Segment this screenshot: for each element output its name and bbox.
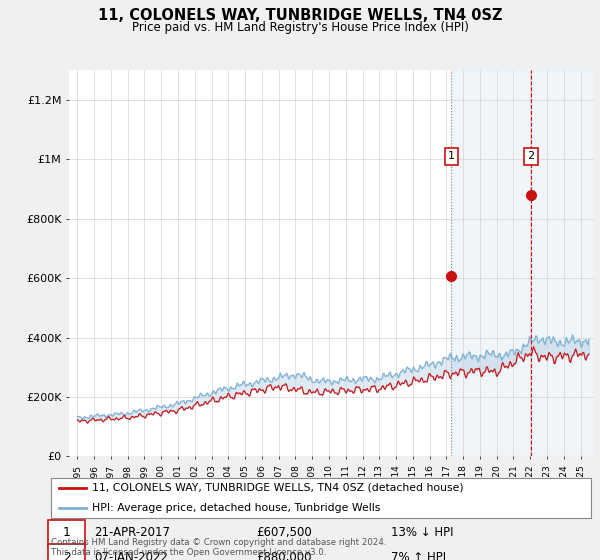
Text: 21-APR-2017: 21-APR-2017	[94, 526, 170, 539]
Text: HPI: Average price, detached house, Tunbridge Wells: HPI: Average price, detached house, Tunb…	[91, 503, 380, 513]
FancyBboxPatch shape	[49, 544, 85, 560]
Text: 07-JAN-2022: 07-JAN-2022	[94, 550, 168, 560]
Text: 2: 2	[63, 550, 71, 560]
Text: 13% ↓ HPI: 13% ↓ HPI	[391, 526, 454, 539]
Text: 11, COLONELS WAY, TUNBRIDGE WELLS, TN4 0SZ: 11, COLONELS WAY, TUNBRIDGE WELLS, TN4 0…	[98, 8, 502, 24]
Text: Contains HM Land Registry data © Crown copyright and database right 2024.
This d: Contains HM Land Registry data © Crown c…	[51, 538, 386, 557]
Text: 1: 1	[448, 151, 455, 161]
FancyBboxPatch shape	[49, 520, 85, 546]
Text: £880,000: £880,000	[256, 550, 312, 560]
Text: Price paid vs. HM Land Registry's House Price Index (HPI): Price paid vs. HM Land Registry's House …	[131, 21, 469, 34]
Text: £607,500: £607,500	[256, 526, 312, 539]
Text: 11, COLONELS WAY, TUNBRIDGE WELLS, TN4 0SZ (detached house): 11, COLONELS WAY, TUNBRIDGE WELLS, TN4 0…	[91, 483, 463, 493]
Text: 7% ↑ HPI: 7% ↑ HPI	[391, 550, 446, 560]
Text: 2: 2	[527, 151, 535, 161]
Text: 1: 1	[63, 526, 71, 539]
Bar	[451, 70, 594, 456]
